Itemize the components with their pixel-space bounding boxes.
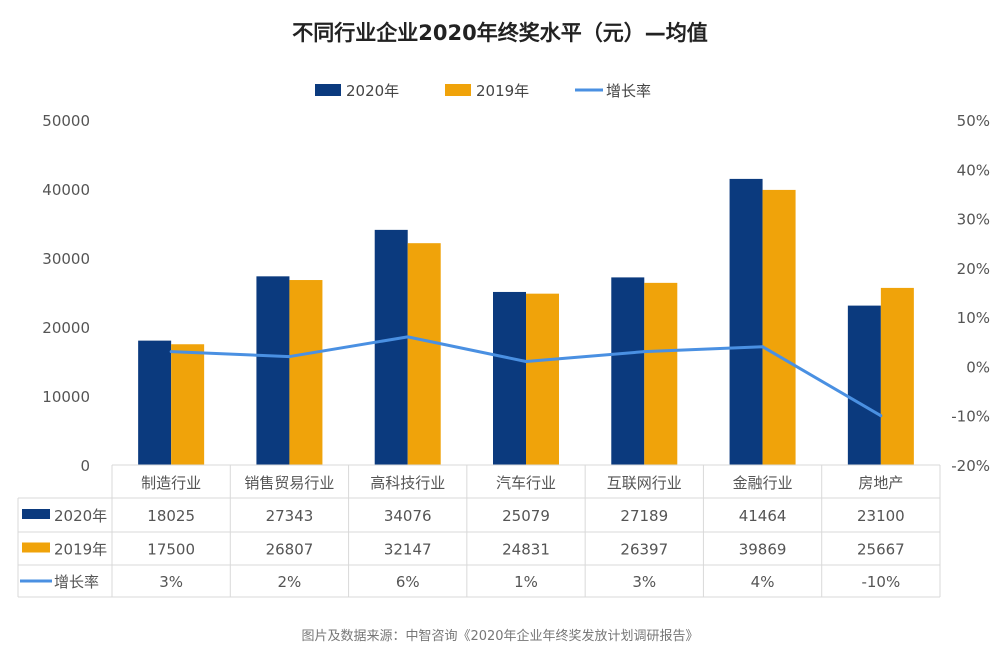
y-right-tick: 10% [957, 309, 990, 327]
table-cell: 23100 [857, 507, 905, 525]
y-right-tick: 30% [957, 211, 990, 229]
bar-2019年-金融行业 [762, 189, 796, 465]
legend-label-0: 2020年 [346, 82, 399, 100]
y-left-tick: 30000 [42, 250, 90, 268]
table-cell: 25667 [857, 541, 905, 559]
y-right-tick: 50% [957, 112, 990, 130]
growth-point-销售贸易行业 [287, 355, 291, 359]
bar-2019年-高科技行业 [407, 243, 441, 465]
table-cell: 32147 [384, 541, 432, 559]
bar-2020年-制造行业 [138, 340, 172, 465]
table-cell: 26807 [266, 541, 314, 559]
bar-2020年-互联网行业 [611, 277, 645, 465]
table-row-label: 2020年 [54, 507, 107, 525]
legend-label-2: 增长率 [606, 82, 651, 100]
table-cell: 26397 [620, 541, 668, 559]
legend-label-1: 2019年 [476, 82, 529, 100]
y-right-tick: -20% [951, 457, 990, 475]
table-row-label: 增长率 [54, 573, 99, 591]
table-cell: 39869 [739, 541, 787, 559]
y-right-tick: 0% [966, 358, 990, 376]
table-cell: 3% [159, 573, 183, 591]
bar-2020年-高科技行业 [374, 229, 408, 465]
table-cell: 27343 [266, 507, 314, 525]
table-cell: 27189 [620, 507, 668, 525]
legend-swatch-1 [445, 84, 471, 96]
table-cell: 18025 [147, 507, 195, 525]
table-header-cell: 高科技行业 [370, 474, 445, 492]
y-left-tick: 10000 [42, 388, 90, 406]
y-left-tick: 20000 [42, 319, 90, 337]
table-key-0 [22, 509, 50, 519]
table-cell: 3% [632, 573, 656, 591]
growth-point-汽车行业 [524, 360, 528, 363]
table-key-1 [22, 542, 50, 553]
table-cell: 34076 [384, 507, 432, 525]
table-cell: 17500 [147, 541, 195, 559]
y-right-tick: 20% [957, 260, 990, 278]
bar-2020年-金融行业 [729, 178, 763, 465]
table-header-cell: 金融行业 [733, 474, 793, 492]
table-cell: 2% [278, 573, 302, 591]
table-row-label: 2019年 [54, 541, 107, 559]
table-cell: -10% [861, 573, 900, 591]
table-cell: 25079 [502, 507, 550, 525]
y-right-tick: 40% [957, 161, 990, 179]
growth-point-高科技行业 [406, 335, 410, 339]
growth-point-制造行业 [169, 350, 173, 354]
table-header-cell: 制造行业 [141, 474, 201, 492]
table-header-cell: 房地产 [858, 474, 903, 492]
y-right-tick: -10% [951, 408, 990, 426]
table-header-cell: 销售贸易行业 [244, 474, 334, 492]
table-cell: 41464 [739, 507, 787, 525]
y-left-tick: 50000 [42, 112, 90, 130]
bar-2020年-房地产 [847, 305, 881, 465]
growth-point-金融行业 [761, 345, 765, 349]
bar-2019年-房地产 [880, 287, 914, 465]
bar-2020年-销售贸易行业 [256, 276, 290, 465]
growth-point-房地产 [879, 414, 883, 418]
table-cell: 24831 [502, 541, 550, 559]
bar-2020年-汽车行业 [493, 291, 526, 465]
bar-2019年-汽车行业 [526, 293, 559, 465]
table-cell: 4% [751, 573, 775, 591]
bar-2019年-制造行业 [171, 344, 205, 465]
y-left-tick: 40000 [42, 181, 90, 199]
growth-point-互联网行业 [642, 350, 646, 354]
table-cell: 6% [396, 573, 420, 591]
table-header-cell: 汽车行业 [496, 474, 556, 492]
table-header-cell: 互联网行业 [607, 474, 682, 492]
bar-2019年-销售贸易行业 [289, 280, 323, 465]
source-note: 图片及数据来源：中智咨询《2020年企业年终奖发放计划调研报告》 [301, 628, 698, 644]
y-left-tick: 0 [80, 457, 90, 475]
legend-swatch-0 [315, 84, 341, 96]
table-cell: 1% [514, 573, 538, 591]
chart-title: 不同行业企业2020年终奖水平（元）—均值 [292, 21, 707, 45]
bar-2019年-互联网行业 [644, 282, 678, 465]
